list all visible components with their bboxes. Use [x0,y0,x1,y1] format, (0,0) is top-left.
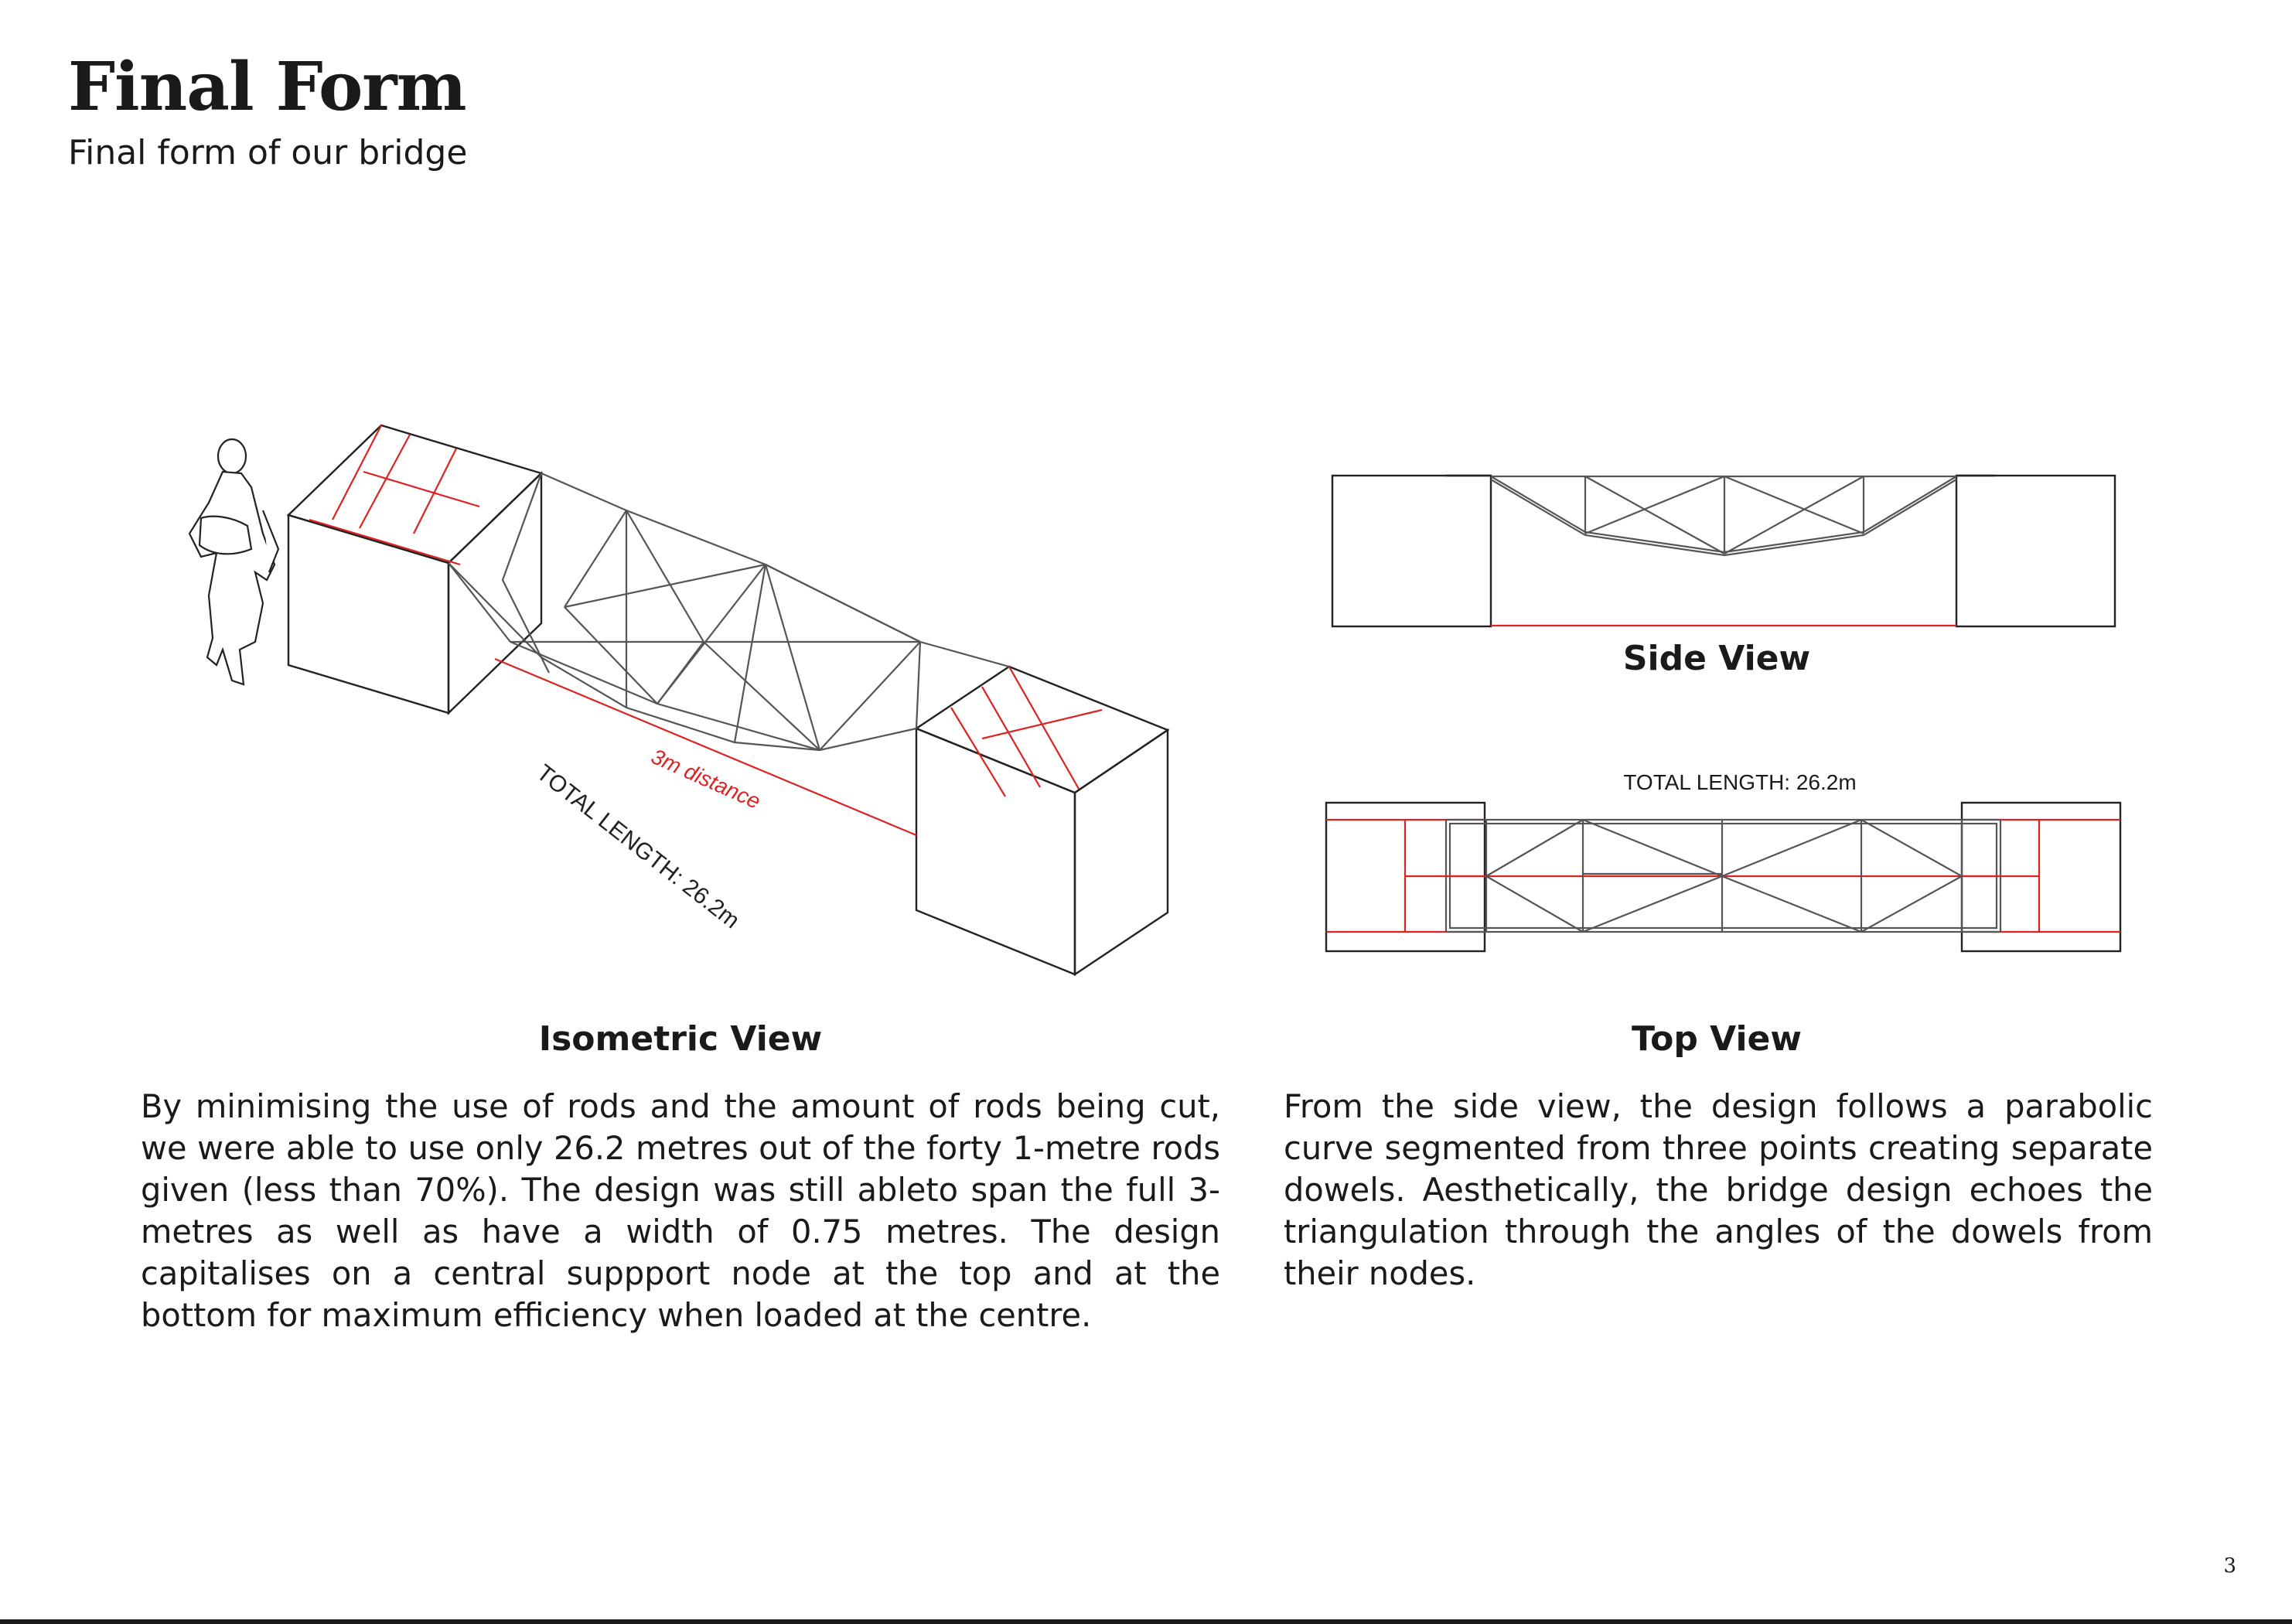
side-view-caption: Side View [1622,639,1811,678]
page-number: 3 [2223,1554,2236,1578]
isometric-drawing: 3m distance TOTAL LENGTH: 26.2m [188,424,1170,977]
top-truss [1444,818,2002,933]
left-paragraph: By minimising the use of rods and the am… [141,1087,1220,1334]
bottom-rule [0,1619,2292,1624]
isometric-truss [448,472,1010,752]
side-view-drawing [1331,474,2116,628]
side-truss [1490,475,1957,557]
person-figure [188,438,280,686]
top-view-drawing [1325,801,2122,953]
top-view-caption: Top View [1631,1019,1803,1059]
page-title: Final Form [68,48,467,126]
distance-label: 3m distance [648,744,765,814]
right-paragraph: From the side view, the design follows a… [1284,1087,2153,1292]
page-subtitle: Final form of our bridge [68,133,468,172]
distance-line [494,657,917,837]
left-abutment [286,424,544,715]
right-abutment [914,665,1170,977]
isometric-caption: Isometric View [538,1019,823,1059]
top-view-length-label: TOTAL LENGTH: 26.2m [1623,770,1857,794]
